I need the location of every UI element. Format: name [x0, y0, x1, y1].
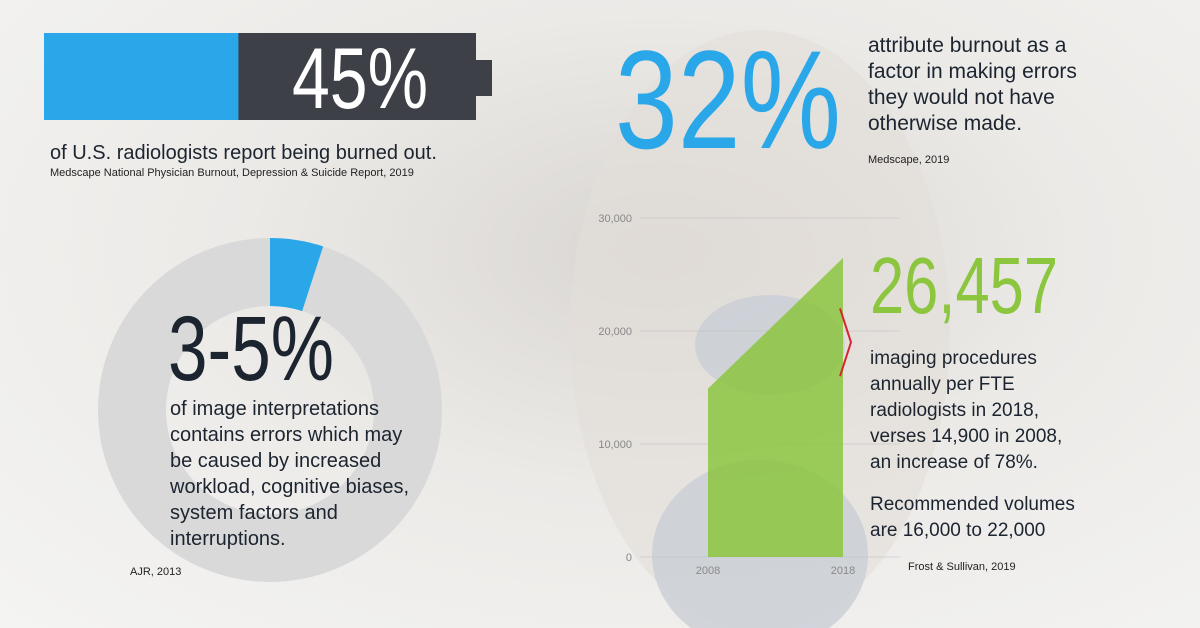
x-tick-label: 2018 [831, 565, 855, 577]
source: Medscape National Physician Burnout, Dep… [50, 167, 414, 179]
battery-fill [44, 33, 239, 120]
battery-cap [476, 60, 492, 96]
y-tick-label: 10,000 [598, 439, 632, 451]
stat-text: imaging procedures annually per FTE radi… [870, 348, 1063, 473]
recommended-range [839, 308, 853, 377]
big-stat: 45% [292, 31, 428, 127]
x-tick-label: 2008 [696, 565, 720, 577]
y-tick-label: 30,000 [598, 213, 632, 225]
big-stat: 32% [615, 21, 841, 178]
note: Recommended volumes are 16,000 to 22,000 [870, 494, 1075, 541]
source: Medscape, 2019 [868, 154, 950, 166]
donut-arc [268, 238, 324, 312]
y-tick-label: 0 [626, 552, 632, 564]
stat-text: of image interpretations contains errors… [170, 398, 410, 550]
value-label: 26,457 [870, 241, 1058, 330]
source: AJR, 2013 [130, 566, 182, 578]
source: Frost & Sullivan, 2019 [908, 561, 1016, 573]
big-stat: 3-5% [168, 298, 334, 400]
area [708, 258, 843, 557]
stat-text: of U.S. radiologists report being burned… [50, 142, 437, 164]
y-tick-label: 20,000 [598, 326, 632, 338]
stat-text: attribute burnout as a factor in making … [868, 34, 1077, 135]
